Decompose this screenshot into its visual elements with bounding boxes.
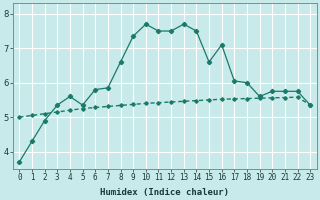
X-axis label: Humidex (Indice chaleur): Humidex (Indice chaleur) — [100, 188, 229, 197]
